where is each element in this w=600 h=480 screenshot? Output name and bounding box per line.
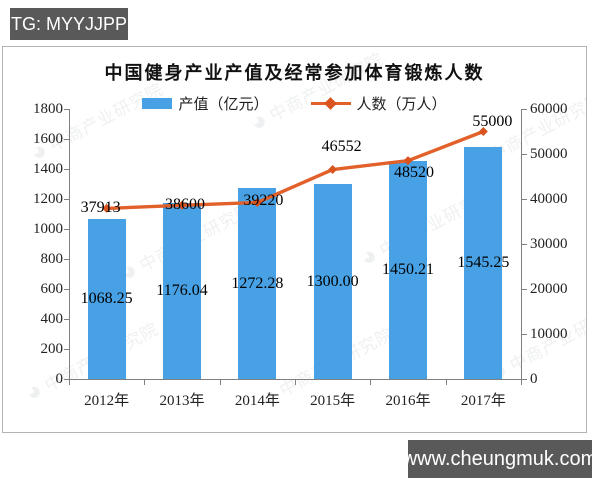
line-marker-diamond — [102, 203, 112, 213]
line-marker-diamond — [177, 200, 187, 210]
line-marker-diamond — [328, 165, 338, 175]
legend-line-swatch-icon — [310, 97, 351, 110]
site-url-badge: www.cheungmuk.com — [403, 440, 597, 478]
x-axis-category-label: 2017年 — [460, 393, 506, 409]
bar-value-label: 1068.25 — [80, 289, 133, 307]
left-axis-tick — [64, 379, 69, 380]
x-axis-tick — [144, 380, 146, 385]
bar-2013年 — [163, 202, 201, 379]
line-marker-diamond — [478, 127, 488, 136]
line-value-label: 39220 — [243, 191, 284, 209]
x-axis-tick — [69, 380, 70, 385]
x-axis-category-label: 2014年 — [234, 393, 280, 409]
right-axis-tick — [522, 109, 527, 110]
x-axis-tick — [521, 380, 522, 385]
chart-title: 中国健身产业产值及经常参加体育锻炼人数 — [104, 63, 485, 83]
plot-area: 1800 1600 1400 1200 1000 800 600 400 200 0 60000 50… — [3, 47, 586, 432]
right-axis-tick — [522, 244, 527, 245]
right-axis-tick — [522, 199, 527, 200]
bar-value-label: 1272.28 — [231, 274, 284, 292]
x-axis-category-label: 2013年 — [159, 393, 205, 409]
left-axis-tick-label: 600 — [40, 281, 64, 297]
left-axis-tick — [64, 199, 69, 200]
right-axis-line — [521, 109, 522, 379]
left-axis-tick-label: 1800 — [33, 101, 63, 117]
left-axis-tick-label: 800 — [40, 251, 64, 267]
bar-2015年 — [313, 184, 352, 379]
left-axis-tick — [64, 319, 69, 320]
left-axis-tick-label: 1400 — [33, 161, 63, 177]
right-axis-tick-label: 20000 — [530, 281, 568, 297]
left-axis-tick — [64, 229, 69, 230]
left-axis-tick — [64, 109, 69, 110]
x-axis-category-label: 2016年 — [385, 393, 431, 409]
x-axis-tick — [295, 380, 296, 385]
left-axis-tick-label: 400 — [40, 311, 64, 327]
right-axis-tick — [522, 334, 527, 335]
legend-bar-swatch-icon — [142, 98, 173, 109]
right-axis-tick — [522, 379, 527, 380]
right-axis-tick-label: 10000 — [530, 326, 568, 342]
legend-label: 产值（亿元） — [178, 97, 269, 113]
x-axis-category-label: 2015年 — [310, 393, 356, 409]
legend-item-bar: 产值（亿元） — [142, 93, 269, 114]
left-axis-tick-label: 0 — [55, 371, 64, 387]
left-axis-tick-label: 1600 — [33, 131, 63, 147]
left-axis-tick-label: 1000 — [33, 221, 63, 237]
x-axis-tick — [370, 380, 372, 385]
left-axis-tick-label: 200 — [40, 341, 64, 357]
left-axis-tick — [64, 289, 69, 290]
left-axis-tick — [64, 259, 69, 260]
right-axis-tick-label: 0 — [530, 371, 538, 387]
left-axis-line — [69, 109, 70, 379]
legend-label: 人数（万人） — [356, 97, 447, 113]
right-axis-tick-label: 60000 — [530, 101, 568, 117]
x-axis-line — [69, 379, 522, 380]
line-value-label: 55000 — [472, 112, 513, 130]
right-axis-tick-label: 50000 — [530, 146, 568, 162]
line-marker-diamond — [403, 156, 413, 166]
x-axis-tick — [445, 380, 447, 385]
left-axis-tick — [64, 139, 69, 140]
right-axis-tick-label: 30000 — [530, 236, 568, 252]
bar-value-label: 1300.00 — [306, 272, 359, 290]
line-series — [102, 127, 488, 213]
bar-2014年 — [238, 188, 277, 379]
right-axis-tick — [522, 154, 527, 155]
legend-item-line: 人数（万人） — [310, 93, 447, 114]
line-value-label: 38600 — [165, 196, 205, 214]
bar-value-label: 1450.21 — [382, 261, 434, 279]
line-value-label: 46552 — [321, 137, 362, 155]
bar-2012年 — [87, 218, 126, 379]
chart-legend: 产值（亿元） 人数（万人） — [3, 93, 586, 114]
bar-value-label: 1176.04 — [156, 281, 208, 299]
chart-frame: ◕中商产业研究院◕中商产业研究院◕中商产业研究院◕中商产业研究院◕中商产业研究院… — [2, 46, 587, 433]
left-axis-tick — [64, 349, 69, 350]
x-axis-category-label: 2012年 — [84, 393, 130, 409]
left-axis-tick-label: 1200 — [33, 191, 63, 207]
left-axis-tick — [64, 169, 69, 170]
bar-2016年 — [389, 161, 427, 379]
line-value-label: 48520 — [394, 163, 434, 181]
line-value-label: 37913 — [80, 199, 121, 217]
right-axis-tick-label: 40000 — [530, 191, 568, 207]
x-axis-tick — [219, 380, 221, 385]
bar-2017年 — [464, 147, 503, 379]
line-path — [106, 129, 484, 211]
legend-line-diamond-icon — [323, 97, 337, 110]
bar-value-label: 1545.25 — [457, 254, 510, 272]
tg-watermark-badge: TG: MYYJJPP — [10, 8, 128, 40]
line-marker-diamond — [252, 198, 262, 208]
right-axis-tick — [522, 289, 527, 290]
